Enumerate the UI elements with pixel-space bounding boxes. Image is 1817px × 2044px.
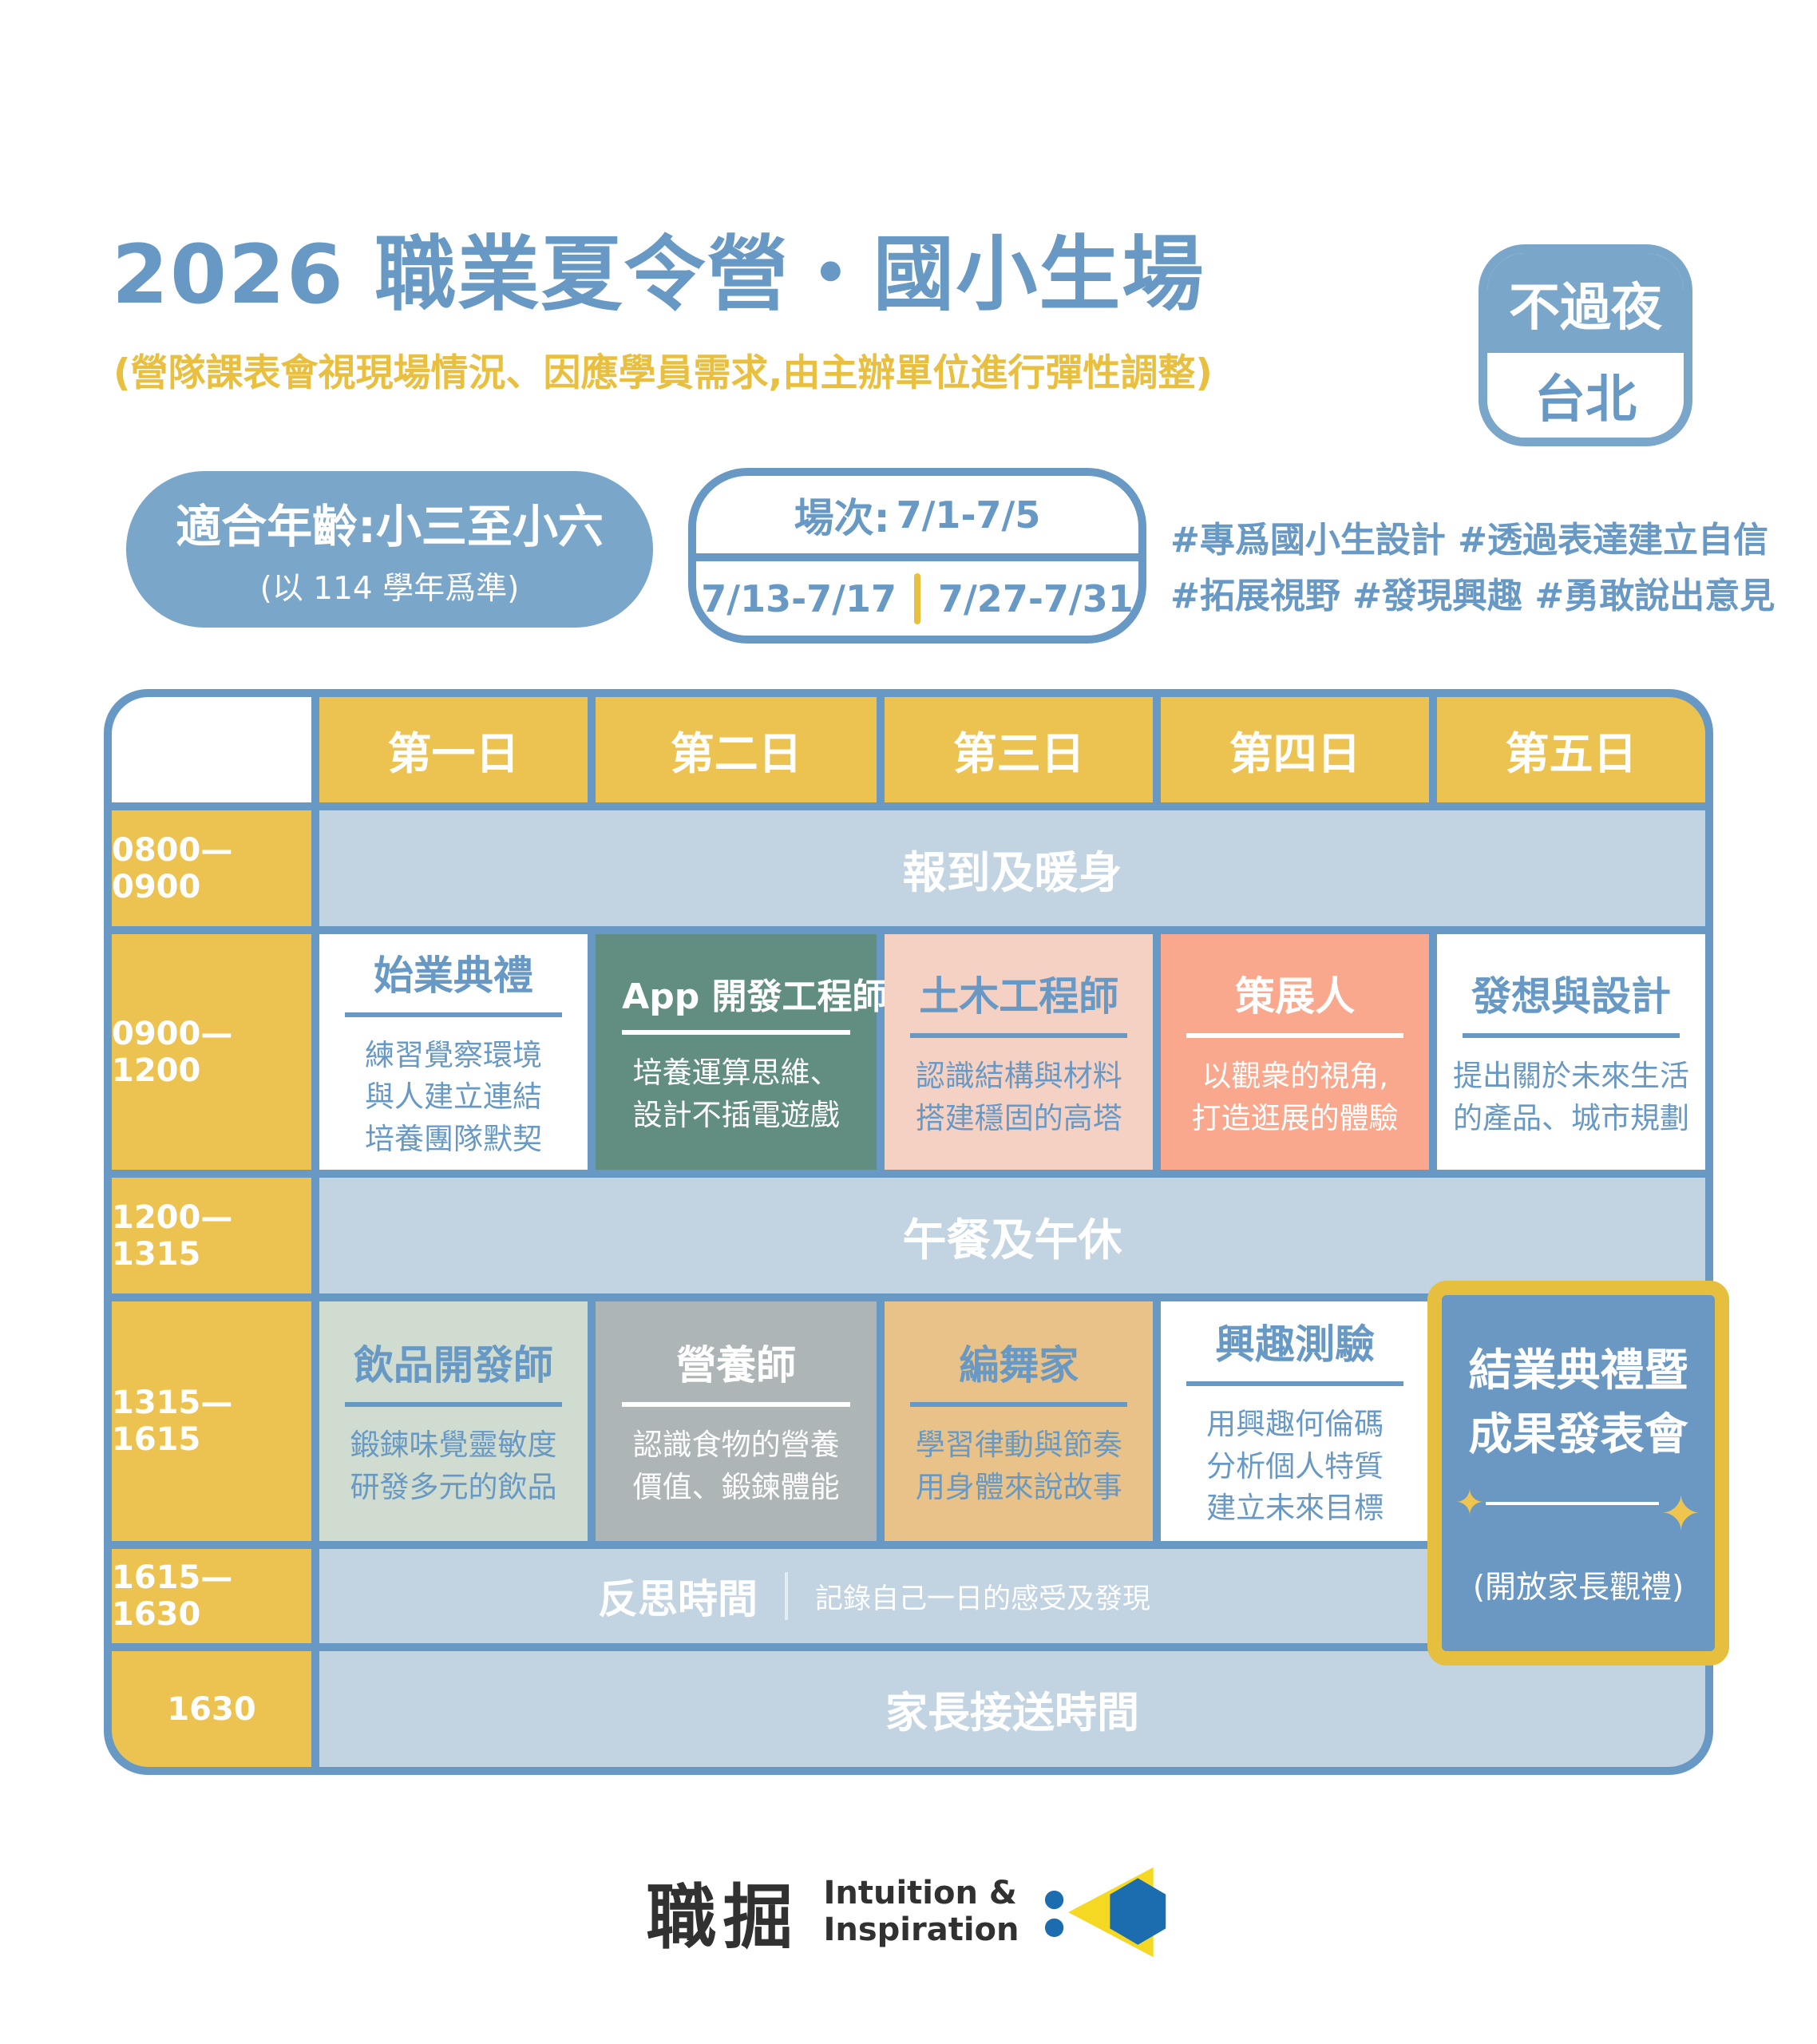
lunch-band: 午餐及午休 [319,1178,1705,1293]
session-label: 場次: [794,494,890,541]
closing-title-line-1: 結業典禮暨 [1468,1345,1688,1396]
activity-line: 以觀衆的視角, [1201,1058,1389,1093]
day-header-3: 第三日 [885,697,1154,802]
hashtag-line-1: #專爲國小生設計 #透過表達建立自信 [1170,520,1769,561]
brand-name: 職掘 [646,1876,800,1959]
page-subtitle: (營隊課表會視現場情況、因應學員需求,由主辦單位進行彈性調整) [113,351,1213,395]
activity-line: 研發多元的飲品 [350,1470,557,1504]
session-date-divider [914,572,920,624]
activity-line: 認識食物的營養 [632,1428,840,1463]
brand-tagline: Intuition & Inspiration [823,1875,1019,1948]
tagline-line-2: Inspiration [823,1911,1019,1948]
activity-opening-ceremony: 始業典禮 練習覺察環境 與人建立連結 培養團隊默契 [319,934,588,1170]
activity-title: 編舞家 [910,1333,1128,1408]
session-row-2: 7/13-7/17 7/27-7/31 [696,561,1138,636]
pickup-band: 家長接送時間 [319,1651,1705,1767]
activity-ideation-design: 發想與設計 提出關於未來生活 的產品、城市規劃 [1437,934,1705,1170]
activity-title: 始業典禮 [345,944,562,1017]
activity-line: 認識結構與材料 [915,1058,1122,1093]
activity-line: 打造逛展的體驗 [1191,1100,1399,1135]
hashtag-line-2: #拓展視野 #發現興趣 #勇敢說出意見 [1170,576,1775,617]
reflection-divider [785,1572,789,1620]
time-1200-1315: 1200—1315 [112,1178,311,1293]
activity-civil-engineer: 土木工程師 認識結構與材料 搭建穩固的高塔 [885,934,1154,1170]
activity-line: 用興趣何倫碼 [1206,1407,1384,1442]
activity-line: 分析個人特質 [1206,1448,1384,1483]
day-header-1: 第一日 [319,697,588,802]
activity-title: 興趣測驗 [1186,1313,1403,1387]
session-dates-pill: 場次: 7/1-7/5 7/13-7/17 7/27-7/31 [688,468,1146,644]
sparkle-icon: ✦ [1660,1483,1702,1543]
session-row-1: 場次: 7/1-7/5 [696,476,1138,562]
session-date-1: 7/1-7/5 [896,493,1041,537]
tagline-line-1: Intuition & [823,1875,1017,1911]
activity-line: 搭建穩固的高塔 [915,1100,1122,1135]
page-title: 2026 職業夏令營・國小生場 [112,228,1205,323]
closing-ceremony-cell: 結業典禮暨 成果發表會 ✦ ✦ (開放家長觀禮) [1427,1281,1729,1666]
activity-title: 土木工程師 [910,965,1128,1038]
badge-no-overnight: 不過夜 [1487,253,1684,354]
age-range-pill: 適合年齡:小三至小六 (以 114 學年爲準) [126,471,653,628]
time-1630: 1630 [112,1651,311,1767]
time-0900-1200: 0900—1200 [112,934,311,1170]
activity-title: 策展人 [1186,965,1403,1038]
time-1615-1630: 1615—1630 [112,1549,311,1643]
corner-cell [112,697,311,802]
activity-choreographer: 編舞家 學習律動與節奏 用身體來說故事 [885,1301,1154,1541]
day-header-5: 第五日 [1437,697,1705,802]
activity-title: 營養師 [622,1333,850,1408]
session-date-3: 7/27-7/31 [938,576,1134,620]
age-range-text: 適合年齡:小三至小六 [176,501,604,553]
day-header-2: 第二日 [595,697,877,802]
time-0800-0900: 0800—0900 [112,810,311,926]
closing-title-line-2: 成果發表會 [1468,1408,1688,1460]
activity-line: 培養運算思維、 [632,1055,840,1090]
activity-nutritionist: 營養師 認識食物的營養 價值、鍛鍊體能 [595,1301,877,1541]
activity-title: 飲品開發師 [345,1333,562,1408]
age-range-note: (以 114 學年爲準) [259,571,520,607]
activity-title: App 開發工程師 [622,968,888,1035]
activity-title: 發想與設計 [1463,965,1680,1038]
activity-beverage-developer: 飲品開發師 鍛鍊味覺靈敏度 研發多元的飲品 [319,1301,588,1541]
reflection-band: 反思時間 記錄自己一日的感受及發現 [319,1549,1430,1643]
checkin-band: 報到及暖身 [319,810,1705,926]
activity-interest-test: 興趣測驗 用興趣何倫碼 分析個人特質 建立未來目標 [1161,1301,1430,1541]
activity-line: 設計不插電遊戲 [632,1097,840,1132]
time-1315-1615: 1315—1615 [112,1301,311,1541]
day-header-4: 第四日 [1161,697,1430,802]
underline-rule [1486,1501,1659,1505]
footer-logo: 職掘 Intuition & Inspiration [0,1860,1817,1963]
activity-line: 學習律動與節奏 [915,1428,1122,1463]
badge-city: 台北 [1487,353,1684,438]
activity-line: 建立未來目標 [1206,1491,1384,1526]
megaphone-logo-icon [1044,1867,1166,1958]
sparkle-icon: ✦ [1455,1482,1485,1523]
activity-app-developer: App 開發工程師 培養運算思維、 設計不插電遊戲 [595,934,888,1170]
activity-line: 的產品、城市規劃 [1453,1100,1690,1135]
reflection-note: 記錄自己一日的感受及發現 [815,1583,1151,1615]
hashtag-block: #專爲國小生設計 #透過表達建立自信 #拓展視野 #發現興趣 #勇敢說出意見 [1170,513,1775,625]
activity-line: 價值、鍛鍊體能 [632,1470,840,1504]
activity-line: 練習覺察環境 [364,1037,542,1072]
activity-line: 提出關於未來生活 [1453,1058,1690,1093]
sparkle-underline: ✦ ✦ [1455,1468,1702,1539]
closing-note: (開放家長觀禮) [1472,1569,1684,1606]
reflection-title: 反思時間 [598,1576,758,1622]
location-badge: 不過夜 台北 [1479,244,1692,446]
activity-line: 用身體來說故事 [915,1470,1122,1504]
activity-line: 培養團隊默契 [364,1121,542,1156]
activity-line: 與人建立連結 [364,1079,542,1115]
activity-curator: 策展人 以觀衆的視角, 打造逛展的體驗 [1161,934,1430,1170]
session-date-2: 7/13-7/17 [701,576,897,620]
activity-line: 鍛鍊味覺靈敏度 [350,1428,557,1463]
schedule-table: 第一日 第二日 第三日 第四日 第五日 0800—0900 報到及暖身 0900… [104,689,1729,1775]
